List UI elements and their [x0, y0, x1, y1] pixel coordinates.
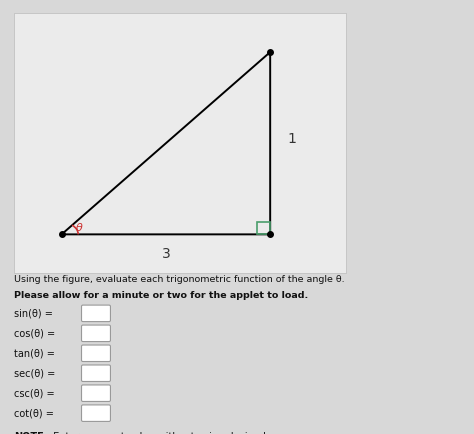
Text: cot(θ) =: cot(θ) =	[14, 408, 54, 418]
Text: Using the figure, evaluate each trigonometric function of the angle θ.: Using the figure, evaluate each trigonom…	[14, 276, 345, 284]
Text: tan(θ) =: tan(θ) =	[14, 348, 55, 358]
Text: sin(θ) =: sin(θ) =	[14, 308, 53, 319]
Text: 3: 3	[162, 247, 170, 261]
FancyBboxPatch shape	[82, 365, 110, 381]
Text: Enter an exact value without using decimals.: Enter an exact value without using decim…	[50, 432, 274, 434]
FancyBboxPatch shape	[82, 325, 110, 342]
Text: Please allow for a minute or two for the applet to load.: Please allow for a minute or two for the…	[14, 291, 309, 299]
FancyBboxPatch shape	[82, 345, 110, 362]
Bar	[257, 222, 270, 234]
Text: csc(θ) =: csc(θ) =	[14, 388, 55, 398]
FancyBboxPatch shape	[82, 405, 110, 421]
Text: 1: 1	[287, 132, 296, 146]
Bar	[14, 13, 346, 273]
Text: NOTE:: NOTE:	[14, 432, 48, 434]
Text: $\theta$: $\theta$	[75, 220, 84, 233]
FancyBboxPatch shape	[82, 305, 110, 322]
Text: sec(θ) =: sec(θ) =	[14, 368, 55, 378]
Text: cos(θ) =: cos(θ) =	[14, 328, 55, 339]
FancyBboxPatch shape	[82, 385, 110, 401]
